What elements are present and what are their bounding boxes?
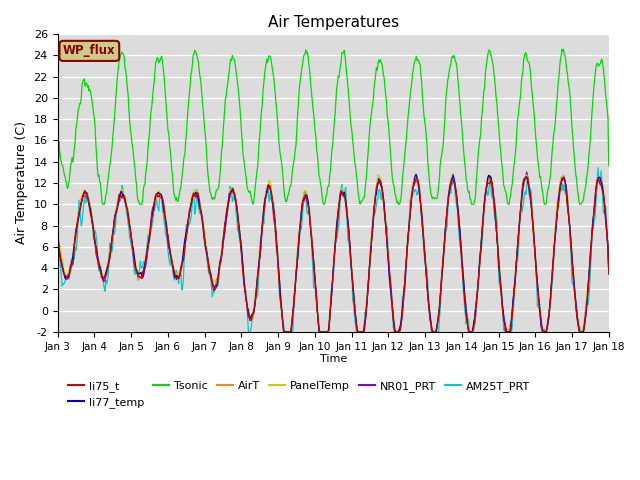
AirT: [177, 270, 184, 276]
NR01_PRT: [205, 268, 213, 274]
li77_temp: [413, 172, 420, 178]
Tsonic: [63, 186, 71, 192]
li77_temp: [63, 274, 71, 280]
AirT: [401, 279, 409, 285]
Legend: li75_t, li77_temp, Tsonic, AirT, PanelTemp, NR01_PRT, AM25T_PRT: li75_t, li77_temp, Tsonic, AirT, PanelTe…: [63, 376, 534, 412]
NR01_PRT: [177, 271, 184, 276]
NR01_PRT: [401, 283, 409, 288]
PanelTemp: [120, 192, 128, 198]
li75_t: [205, 268, 213, 274]
PanelTemp: [418, 207, 426, 213]
li77_temp: [401, 280, 409, 286]
AM25T_PRT: [594, 165, 602, 170]
Tsonic: [205, 183, 213, 189]
AirT: [417, 204, 425, 209]
li75_t: [605, 270, 612, 276]
li77_temp: [205, 265, 213, 271]
NR01_PRT: [54, 258, 61, 264]
li75_t: [63, 275, 71, 281]
Tsonic: [120, 55, 128, 60]
PanelTemp: [412, 170, 419, 176]
li75_t: [417, 206, 425, 212]
li75_t: [177, 272, 184, 277]
AirT: [63, 275, 71, 280]
Line: li77_temp: li77_temp: [58, 175, 609, 332]
AM25T_PRT: [205, 265, 213, 271]
li77_temp: [54, 258, 61, 264]
PanelTemp: [401, 278, 409, 284]
PanelTemp: [63, 271, 71, 276]
PanelTemp: [205, 263, 213, 268]
li77_temp: [605, 268, 612, 274]
Line: NR01_PRT: NR01_PRT: [58, 172, 609, 332]
Line: AirT: AirT: [58, 178, 609, 332]
Tsonic: [400, 160, 408, 166]
NR01_PRT: [417, 205, 425, 211]
NR01_PRT: [120, 193, 128, 199]
AM25T_PRT: [63, 276, 71, 282]
li77_temp: [418, 209, 426, 215]
li77_temp: [280, 329, 287, 335]
PanelTemp: [177, 266, 184, 272]
X-axis label: Time: Time: [319, 354, 347, 364]
AM25T_PRT: [120, 197, 128, 203]
Tsonic: [177, 186, 184, 192]
NR01_PRT: [523, 169, 531, 175]
PanelTemp: [280, 329, 288, 335]
li75_t: [54, 257, 61, 263]
NR01_PRT: [63, 276, 71, 282]
li75_t: [401, 277, 409, 283]
AM25T_PRT: [605, 265, 612, 271]
Text: WP_flux: WP_flux: [63, 44, 116, 58]
Tsonic: [558, 47, 566, 52]
AirT: [605, 268, 612, 274]
li77_temp: [177, 270, 184, 276]
AirT: [205, 269, 213, 275]
li75_t: [280, 329, 288, 335]
Line: li75_t: li75_t: [58, 177, 609, 332]
AirT: [54, 260, 61, 266]
Tsonic: [605, 163, 612, 169]
AM25T_PRT: [54, 262, 61, 268]
Line: AM25T_PRT: AM25T_PRT: [58, 168, 609, 332]
AirT: [280, 329, 287, 335]
AM25T_PRT: [245, 329, 253, 335]
li75_t: [120, 193, 128, 199]
li75_t: [524, 174, 531, 180]
NR01_PRT: [605, 271, 612, 277]
AirT: [522, 175, 530, 180]
AirT: [120, 196, 128, 202]
Tsonic: [416, 62, 424, 68]
Title: Air Temperatures: Air Temperatures: [268, 15, 399, 30]
PanelTemp: [54, 258, 61, 264]
Y-axis label: Air Temperature (C): Air Temperature (C): [15, 121, 28, 244]
AM25T_PRT: [401, 288, 409, 293]
Line: PanelTemp: PanelTemp: [58, 173, 609, 332]
Tsonic: [54, 201, 61, 207]
NR01_PRT: [280, 329, 288, 335]
AM25T_PRT: [177, 270, 184, 276]
li77_temp: [120, 194, 128, 200]
Line: Tsonic: Tsonic: [58, 49, 609, 204]
AM25T_PRT: [417, 204, 425, 210]
PanelTemp: [605, 267, 612, 273]
